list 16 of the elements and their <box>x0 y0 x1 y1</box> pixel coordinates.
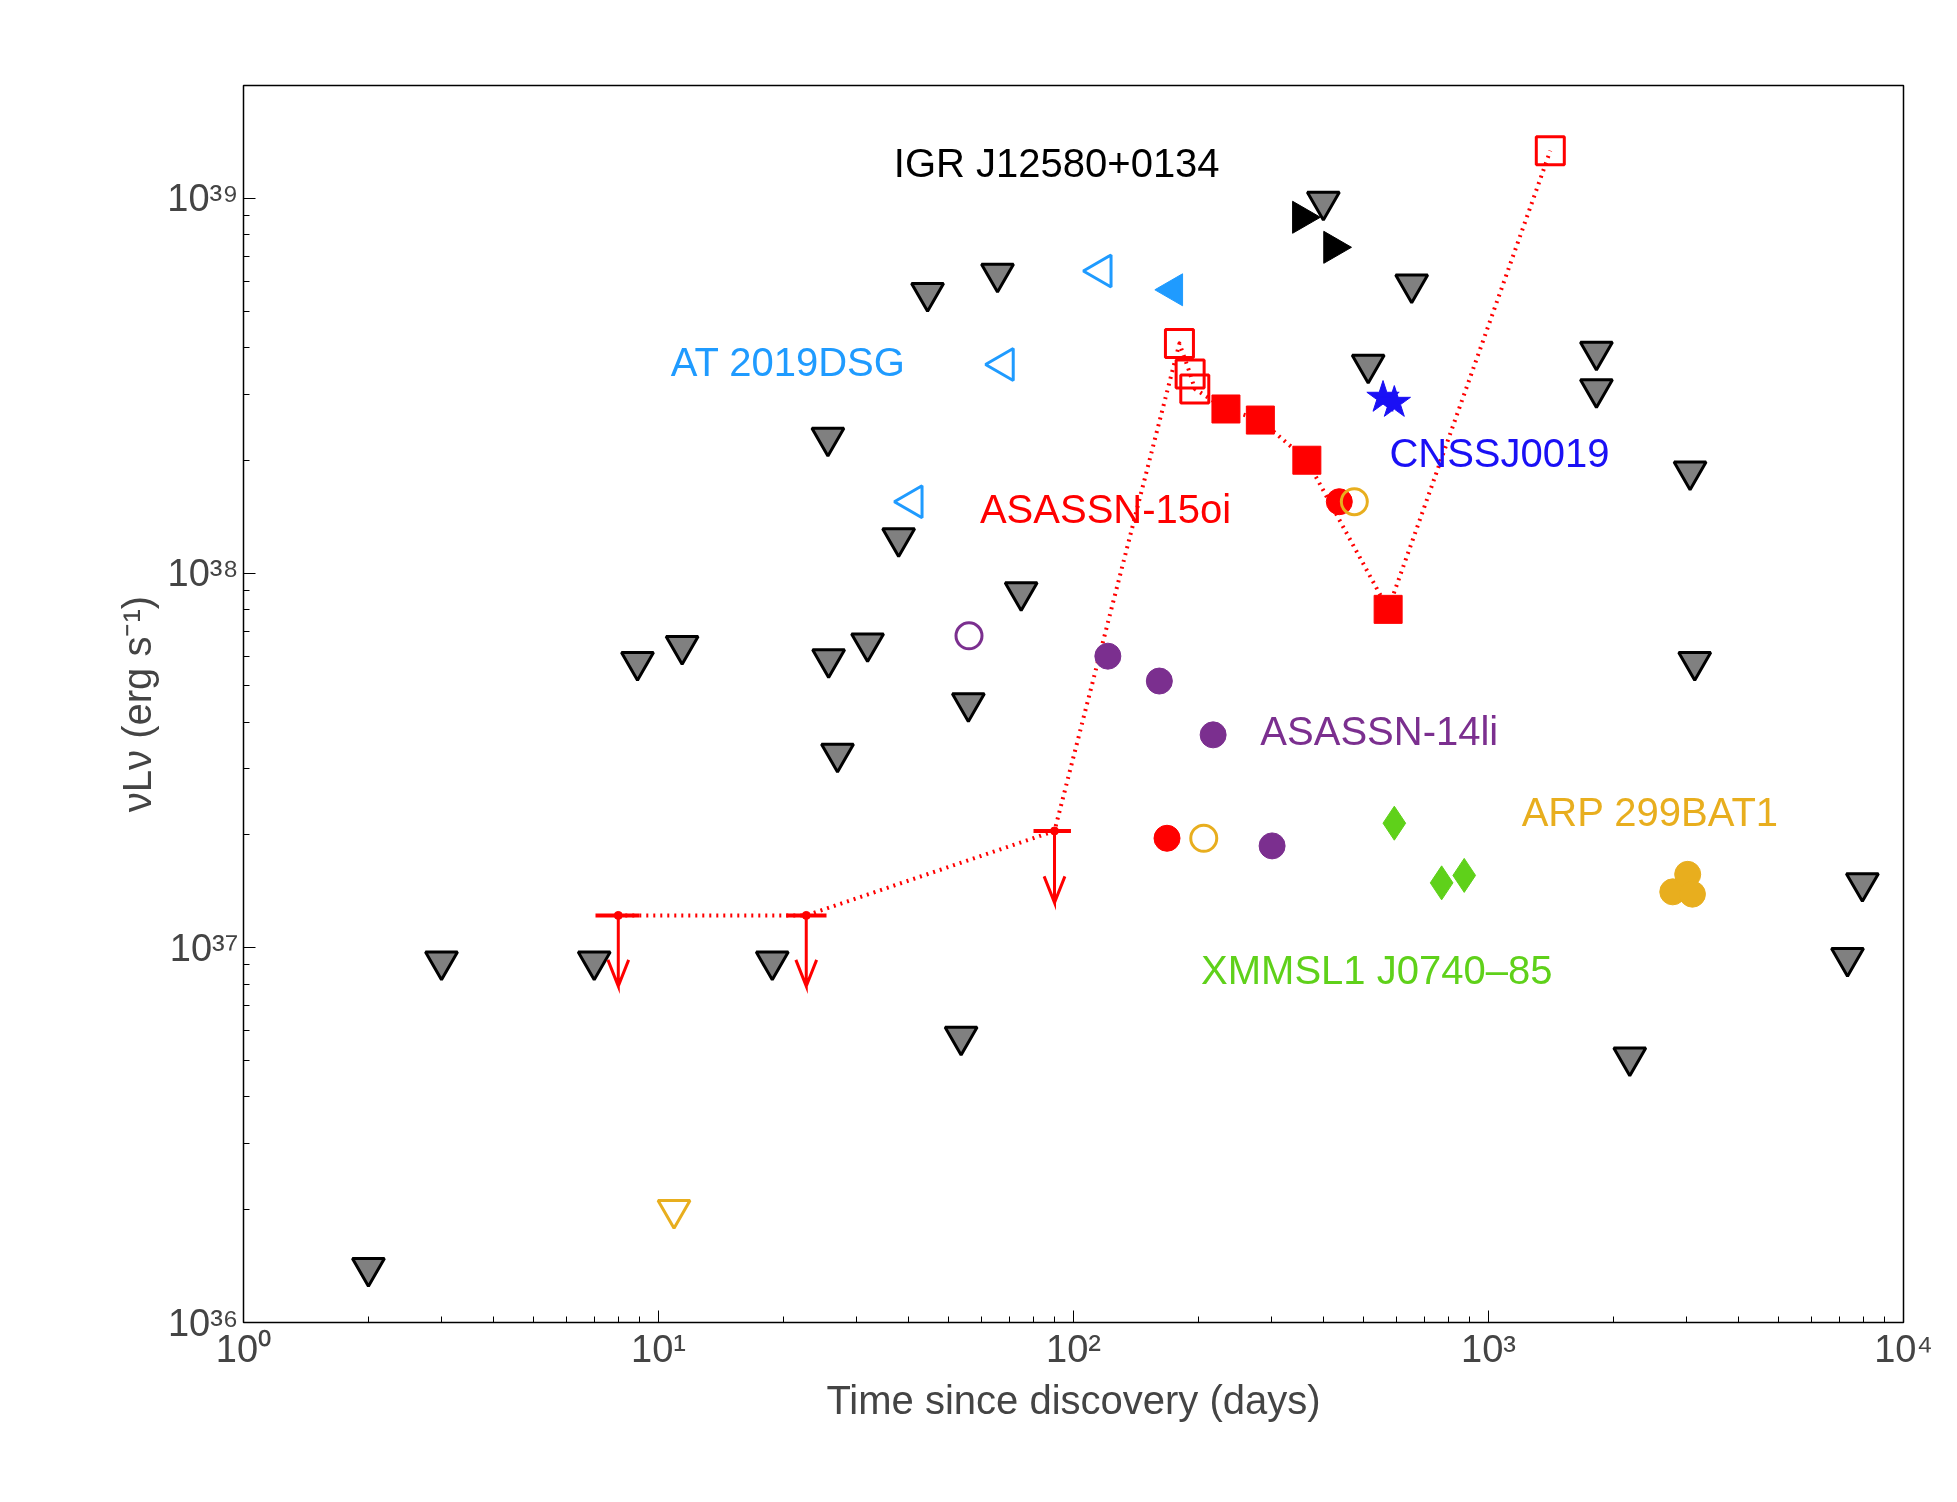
series-label: CNSSJ0019 <box>1389 430 1610 475</box>
series-label: ASASSN-15oi <box>979 486 1232 531</box>
series-label: ASASSN-14li <box>1260 709 1499 754</box>
series-label: ARP 299BAT1 <box>1521 790 1779 835</box>
x-tick-label: 10¹ <box>631 1327 686 1370</box>
x-tick-label: 10³ <box>1461 1327 1516 1370</box>
x-axis-title: Time since discovery (days) <box>826 1377 1321 1422</box>
series-label: IGR J12580+0134 <box>893 141 1220 186</box>
y-tick-label: 10³⁸ <box>167 552 239 595</box>
x-tick-label: 10⁴ <box>1874 1327 1933 1370</box>
y-tick-label: 10³⁷ <box>169 926 239 969</box>
x-tick-label: 10² <box>1046 1327 1101 1370</box>
y-tick-label: 10³⁹ <box>167 177 239 220</box>
text: XMMSL1 J0740–85 <box>1201 947 1553 992</box>
text: AT 2019DSG <box>670 339 905 384</box>
y-axis-title: νLν (erg s⁻¹) <box>115 595 160 813</box>
